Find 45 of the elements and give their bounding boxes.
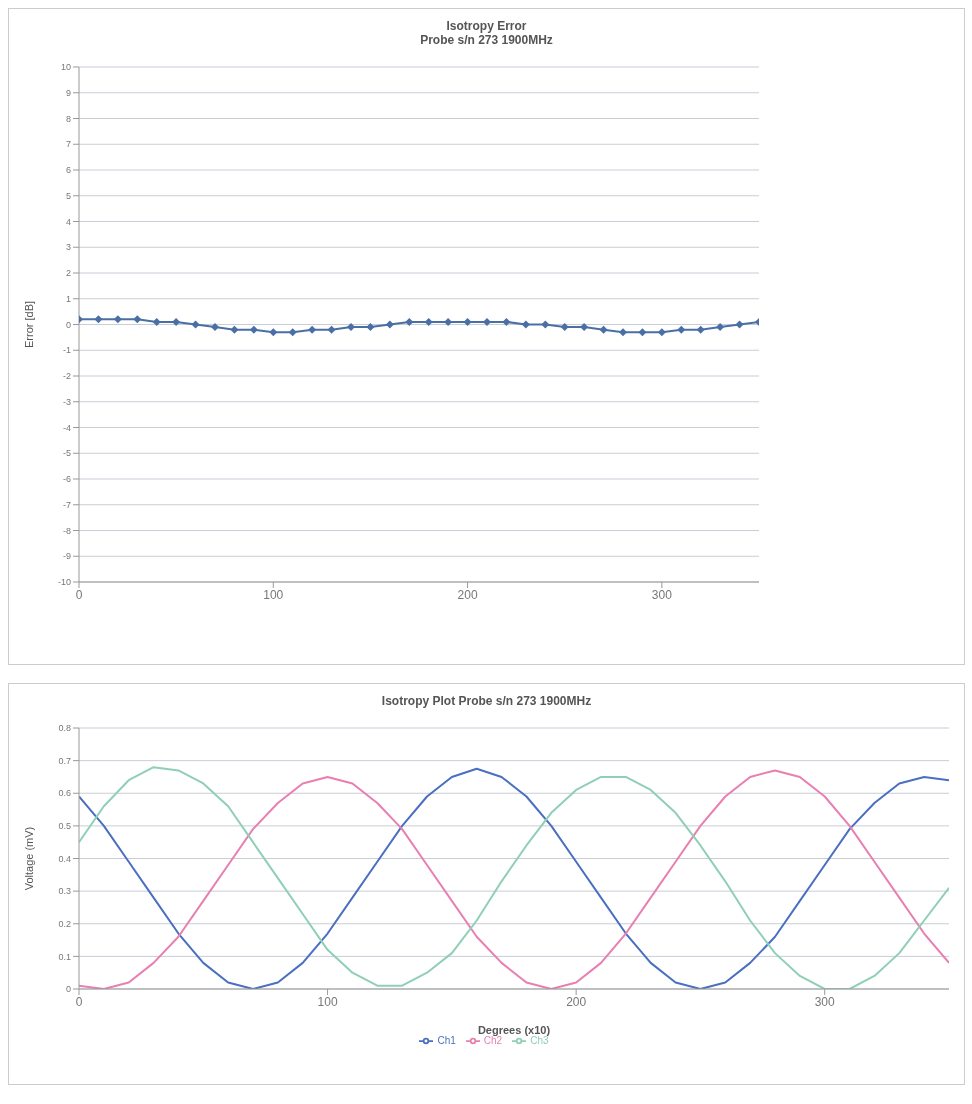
y-tick-label: 5 <box>65 190 71 201</box>
y-tick-label: 2 <box>65 268 71 279</box>
y-tick-label: -9 <box>62 551 71 562</box>
y-tick-label: 7 <box>65 139 71 150</box>
y-tick-label: 0.7 <box>58 755 71 766</box>
y-tick-label: 0.8 <box>58 723 71 734</box>
x-tick-label: 0 <box>75 587 83 602</box>
y-tick-label: 0.2 <box>58 918 71 929</box>
y-tick-label: -7 <box>62 499 71 510</box>
y-tick-label: -1 <box>62 345 71 356</box>
x-tick-label: 0 <box>75 994 83 1009</box>
y-tick-label: 3 <box>65 242 71 253</box>
x-tick-label: 200 <box>457 587 478 602</box>
y-axis-title: Error [dB] <box>22 300 35 349</box>
x-tick-label: 200 <box>566 994 587 1009</box>
y-tick-label: 0.5 <box>58 821 71 832</box>
y-axis-title: Voltage (mV) <box>22 826 35 891</box>
y-tick-label: 0.6 <box>58 788 71 799</box>
x-tick-label: 300 <box>814 994 836 1009</box>
y-tick-label: -5 <box>62 448 71 459</box>
chart-title: Isotropy Error <box>445 19 528 33</box>
y-tick-label: -4 <box>62 422 71 433</box>
y-tick-label: -2 <box>62 371 71 382</box>
y-tick-label: -3 <box>62 396 71 407</box>
x-axis-title: Degrees (x10) <box>477 1024 551 1036</box>
chart-title: Isotropy Plot Probe s/n 273 1900MHz <box>380 694 593 708</box>
y-tick-label: 0.3 <box>58 886 71 897</box>
x-tick-label: 300 <box>651 587 673 602</box>
y-tick-label: 0 <box>65 984 71 995</box>
y-tick-label: 9 <box>65 87 71 98</box>
x-tick-label: 100 <box>263 587 284 602</box>
y-tick-label: 10 <box>60 62 71 73</box>
y-tick-label: 0.4 <box>58 853 71 864</box>
x-tick-label: 100 <box>317 994 338 1009</box>
y-tick-label: -8 <box>62 525 71 536</box>
y-tick-label: -10 <box>57 577 71 588</box>
legend-label: Ch1 <box>437 1034 456 1046</box>
y-tick-label: 1 <box>65 293 71 304</box>
y-tick-label: 0 <box>65 319 71 330</box>
y-tick-label: 4 <box>65 216 71 227</box>
y-tick-label: 6 <box>65 165 71 176</box>
y-tick-label: 0.1 <box>58 951 71 962</box>
y-tick-label: 8 <box>65 113 71 124</box>
chart-subtitle: Probe s/n 273 1900MHz <box>419 33 554 47</box>
y-tick-label: -6 <box>62 474 71 485</box>
